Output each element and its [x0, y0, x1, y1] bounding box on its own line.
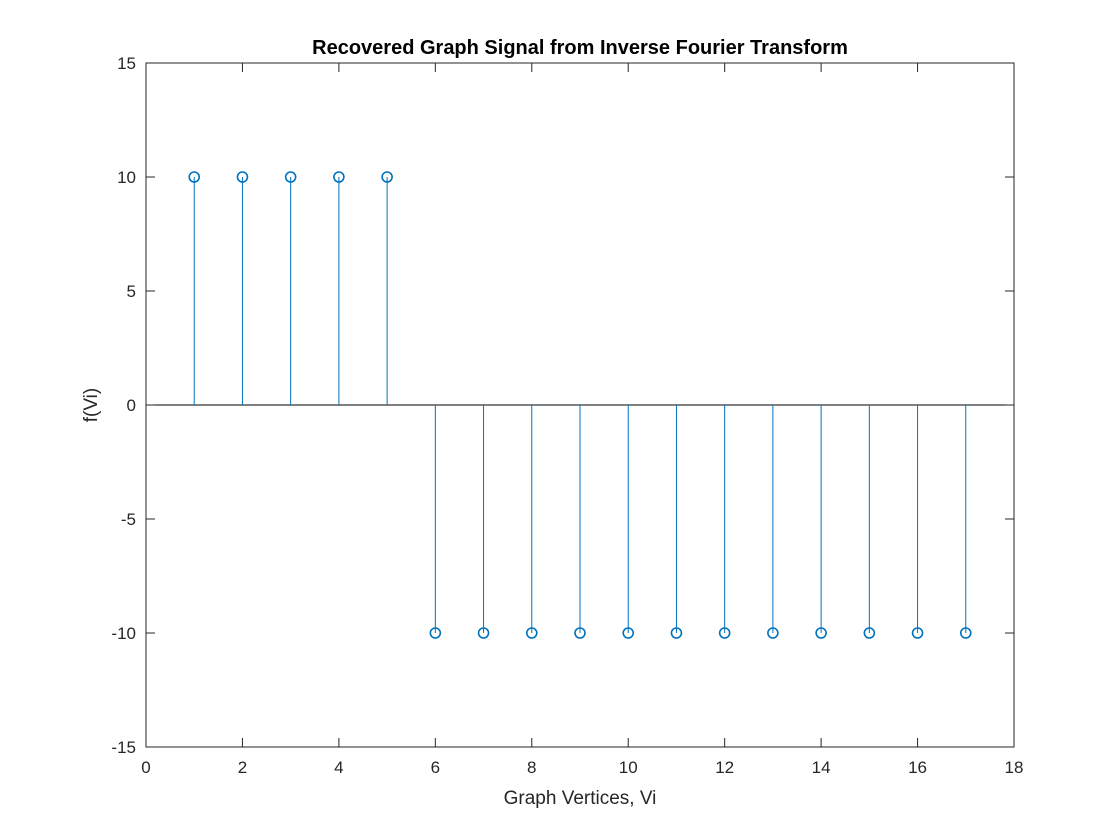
- x-axis-label: Graph Vertices, Vi: [504, 788, 657, 809]
- stem-marker: [718, 627, 731, 639]
- x-tick-label: 18: [1005, 758, 1024, 777]
- y-tick-label: 10: [117, 168, 136, 187]
- stem-marker: [815, 627, 827, 639]
- stem-marker: [381, 171, 393, 183]
- stem-marker: [429, 627, 442, 639]
- stem-marker: [284, 171, 297, 183]
- y-tick-label: -10: [111, 624, 136, 643]
- stem-marker: [622, 627, 635, 639]
- x-tick-label: 4: [334, 758, 343, 777]
- stem-marker: [574, 627, 586, 639]
- stem-marker: [236, 171, 249, 183]
- y-tick-label: -5: [121, 510, 136, 529]
- stem-marker: [911, 627, 924, 639]
- stem-marker: [670, 627, 683, 639]
- stem-marker: [188, 171, 201, 183]
- stem-marker: [477, 627, 490, 639]
- y-tick-label: -15: [111, 738, 136, 757]
- stem-marker: [767, 627, 779, 639]
- stem-marker: [333, 171, 345, 183]
- x-tick-label: 10: [619, 758, 638, 777]
- x-tick-label: 2: [238, 758, 247, 777]
- x-tick-label: 6: [431, 758, 440, 777]
- stem-marker: [959, 627, 972, 639]
- y-axis-label: f(Vi): [81, 388, 102, 422]
- y-tick-label: 0: [127, 396, 136, 415]
- stem-marker: [525, 627, 538, 639]
- stem-marker: [863, 627, 876, 639]
- y-tick-label: 5: [127, 282, 136, 301]
- x-tick-label: 12: [715, 758, 734, 777]
- x-tick-label: 0: [141, 758, 150, 777]
- axes-frame: [145, 62, 1015, 748]
- chart-title: Recovered Graph Signal from Inverse Four…: [312, 37, 848, 59]
- x-tick-label: 8: [527, 758, 536, 777]
- x-tick-label: 16: [908, 758, 927, 777]
- y-tick-label: 15: [117, 54, 136, 73]
- x-tick-label: 14: [812, 758, 831, 777]
